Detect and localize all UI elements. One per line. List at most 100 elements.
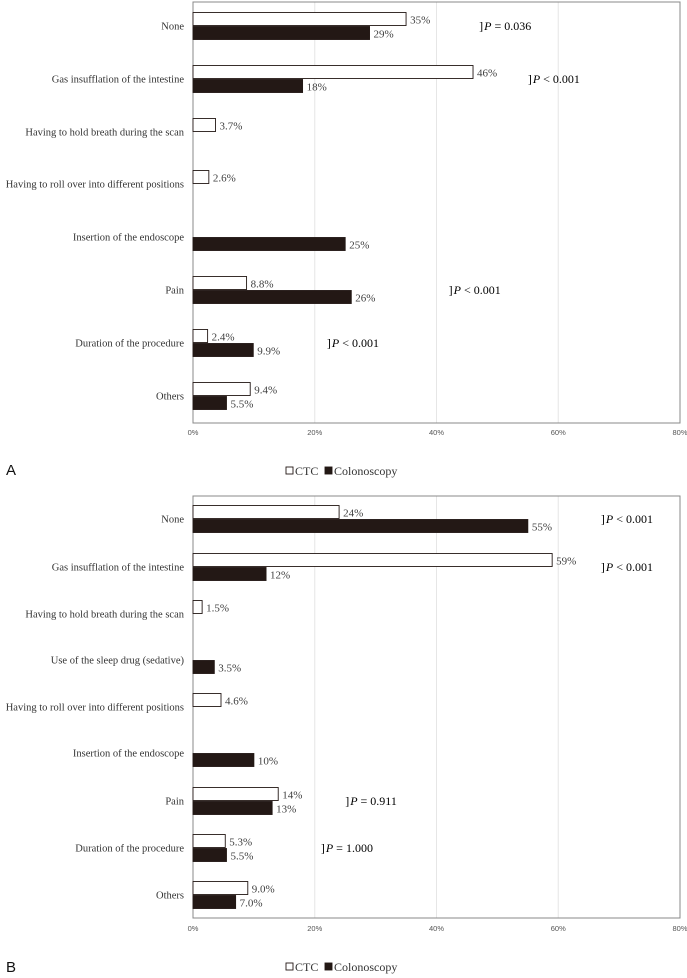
bar-ctc [192,65,474,79]
legend: CTC Colonoscopy [285,960,397,974]
value-label-ctc: 4.6% [225,696,248,708]
legend-label-ctc: CTC [295,464,318,478]
bar-ctc [192,382,251,396]
value-label-colonoscopy: 10% [258,756,278,768]
p-value-bracket: ] [479,19,483,33]
bar-ctc [192,329,209,343]
bar-ctc [192,834,226,848]
value-label-colonoscopy: 3.5% [218,663,241,675]
value-label-colonoscopy: 25% [349,240,369,252]
x-tick-label: 80% [672,924,687,933]
p-value-symbol: P [453,283,462,297]
panel-label: A [6,462,16,479]
p-value-bracket: ] [601,512,605,526]
bar-ctc [192,553,553,567]
bar-ctc [192,170,210,184]
category-label: Others [156,392,184,403]
x-tick-label: 0% [188,924,199,933]
p-value-annotation: ]P = 0.911 [345,794,397,808]
category-label: Pain [165,286,184,297]
p-value-annotation: ]P < 0.001 [528,72,580,86]
p-value-text: < 0.001 [461,283,501,297]
p-value-symbol: P [349,794,358,808]
category-label: Having to hold breath during the scan [25,128,184,139]
value-label-colonoscopy: 26% [355,293,375,305]
p-value-annotation: ]P = 1.000 [321,841,373,855]
value-label-ctc: 9.0% [252,884,275,896]
p-value-text: = 1.000 [333,841,373,855]
x-tick-label: 60% [551,924,566,933]
value-label-ctc: 2.4% [212,332,235,344]
bar-colonoscopy [192,237,346,251]
p-value-symbol: P [331,336,340,350]
x-tick-label: 40% [429,924,444,933]
category-label: Duration of the procedure [75,844,184,855]
value-label-colonoscopy: 5.5% [230,851,253,863]
p-value-annotation: ]P = 0.036 [479,19,531,33]
x-tick-label: 20% [307,428,322,437]
p-value-bracket: ] [449,283,453,297]
bar-colonoscopy [192,848,227,862]
x-tick-label: 40% [429,428,444,437]
category-label: Having to roll over into different posit… [6,180,184,191]
x-tick-label: 80% [672,428,687,437]
value-label-colonoscopy: 7.0% [240,898,263,910]
value-label-ctc: 1.5% [206,603,229,615]
panel-label: B [6,959,16,976]
bar-colonoscopy [192,79,304,93]
legend-label-ctc: CTC [295,960,318,974]
p-value-annotation: ]P < 0.001 [601,560,653,574]
chart-panel-a: 0% 20% 40% 60% 80% None Gas insufflation of th… [6,1,687,479]
value-label-ctc: 3.7% [220,121,243,133]
p-value-annotation: ]P < 0.001 [449,283,501,297]
p-value-symbol: P [605,512,614,526]
legend-marker-ctc [285,962,294,971]
x-tick-label: 20% [307,924,322,933]
category-label: None [161,22,184,33]
bar-ctc [192,693,222,707]
category-label: Insertion of the endoscope [73,233,184,244]
value-label-colonoscopy: 55% [532,522,552,534]
bar-ctc [192,118,216,132]
bar-colonoscopy [192,567,267,581]
value-label-colonoscopy: 13% [276,804,296,816]
category-label: Duration of the procedure [75,339,184,350]
category-label: Pain [165,797,184,808]
plot-frame [192,495,681,919]
p-value-text: < 0.001 [540,72,580,86]
bar-colonoscopy [192,753,255,767]
legend-label-colonoscopy: Colonoscopy [334,960,397,974]
bar-colonoscopy [192,519,529,533]
category-label: Use of the sleep drug (sedative) [51,656,185,667]
bar-ctc [192,505,340,519]
value-label-colonoscopy: 9.9% [257,346,280,358]
p-value-annotation: ]P < 0.001 [601,512,653,526]
legend-label-colonoscopy: Colonoscopy [334,464,397,478]
p-value-annotation: ]P < 0.001 [327,336,379,350]
p-value-symbol: P [325,841,334,855]
value-label-ctc: 35% [410,15,430,27]
value-label-colonoscopy: 18% [307,82,327,94]
value-label-colonoscopy: 5.5% [230,399,253,411]
value-label-ctc: 24% [343,508,363,520]
value-label-colonoscopy: 12% [270,570,290,582]
value-label-ctc: 59% [556,556,576,568]
value-label-ctc: 9.4% [254,385,277,397]
p-value-text: = 0.911 [358,794,397,808]
value-label-ctc: 8.8% [251,279,274,291]
p-value-bracket: ] [321,841,325,855]
category-label: Gas insufflation of the intestine [52,563,185,574]
category-label: None [161,515,184,526]
x-tick-label: 60% [551,428,566,437]
bar-colonoscopy [192,290,352,304]
p-value-symbol: P [483,19,492,33]
bar-colonoscopy [192,396,227,410]
p-value-symbol: P [532,72,541,86]
p-value-bracket: ] [345,794,349,808]
p-value-symbol: P [605,560,614,574]
bar-ctc [192,600,203,614]
bar-ctc [192,881,249,895]
p-value-text: < 0.001 [613,512,653,526]
category-label: Others [156,891,184,902]
